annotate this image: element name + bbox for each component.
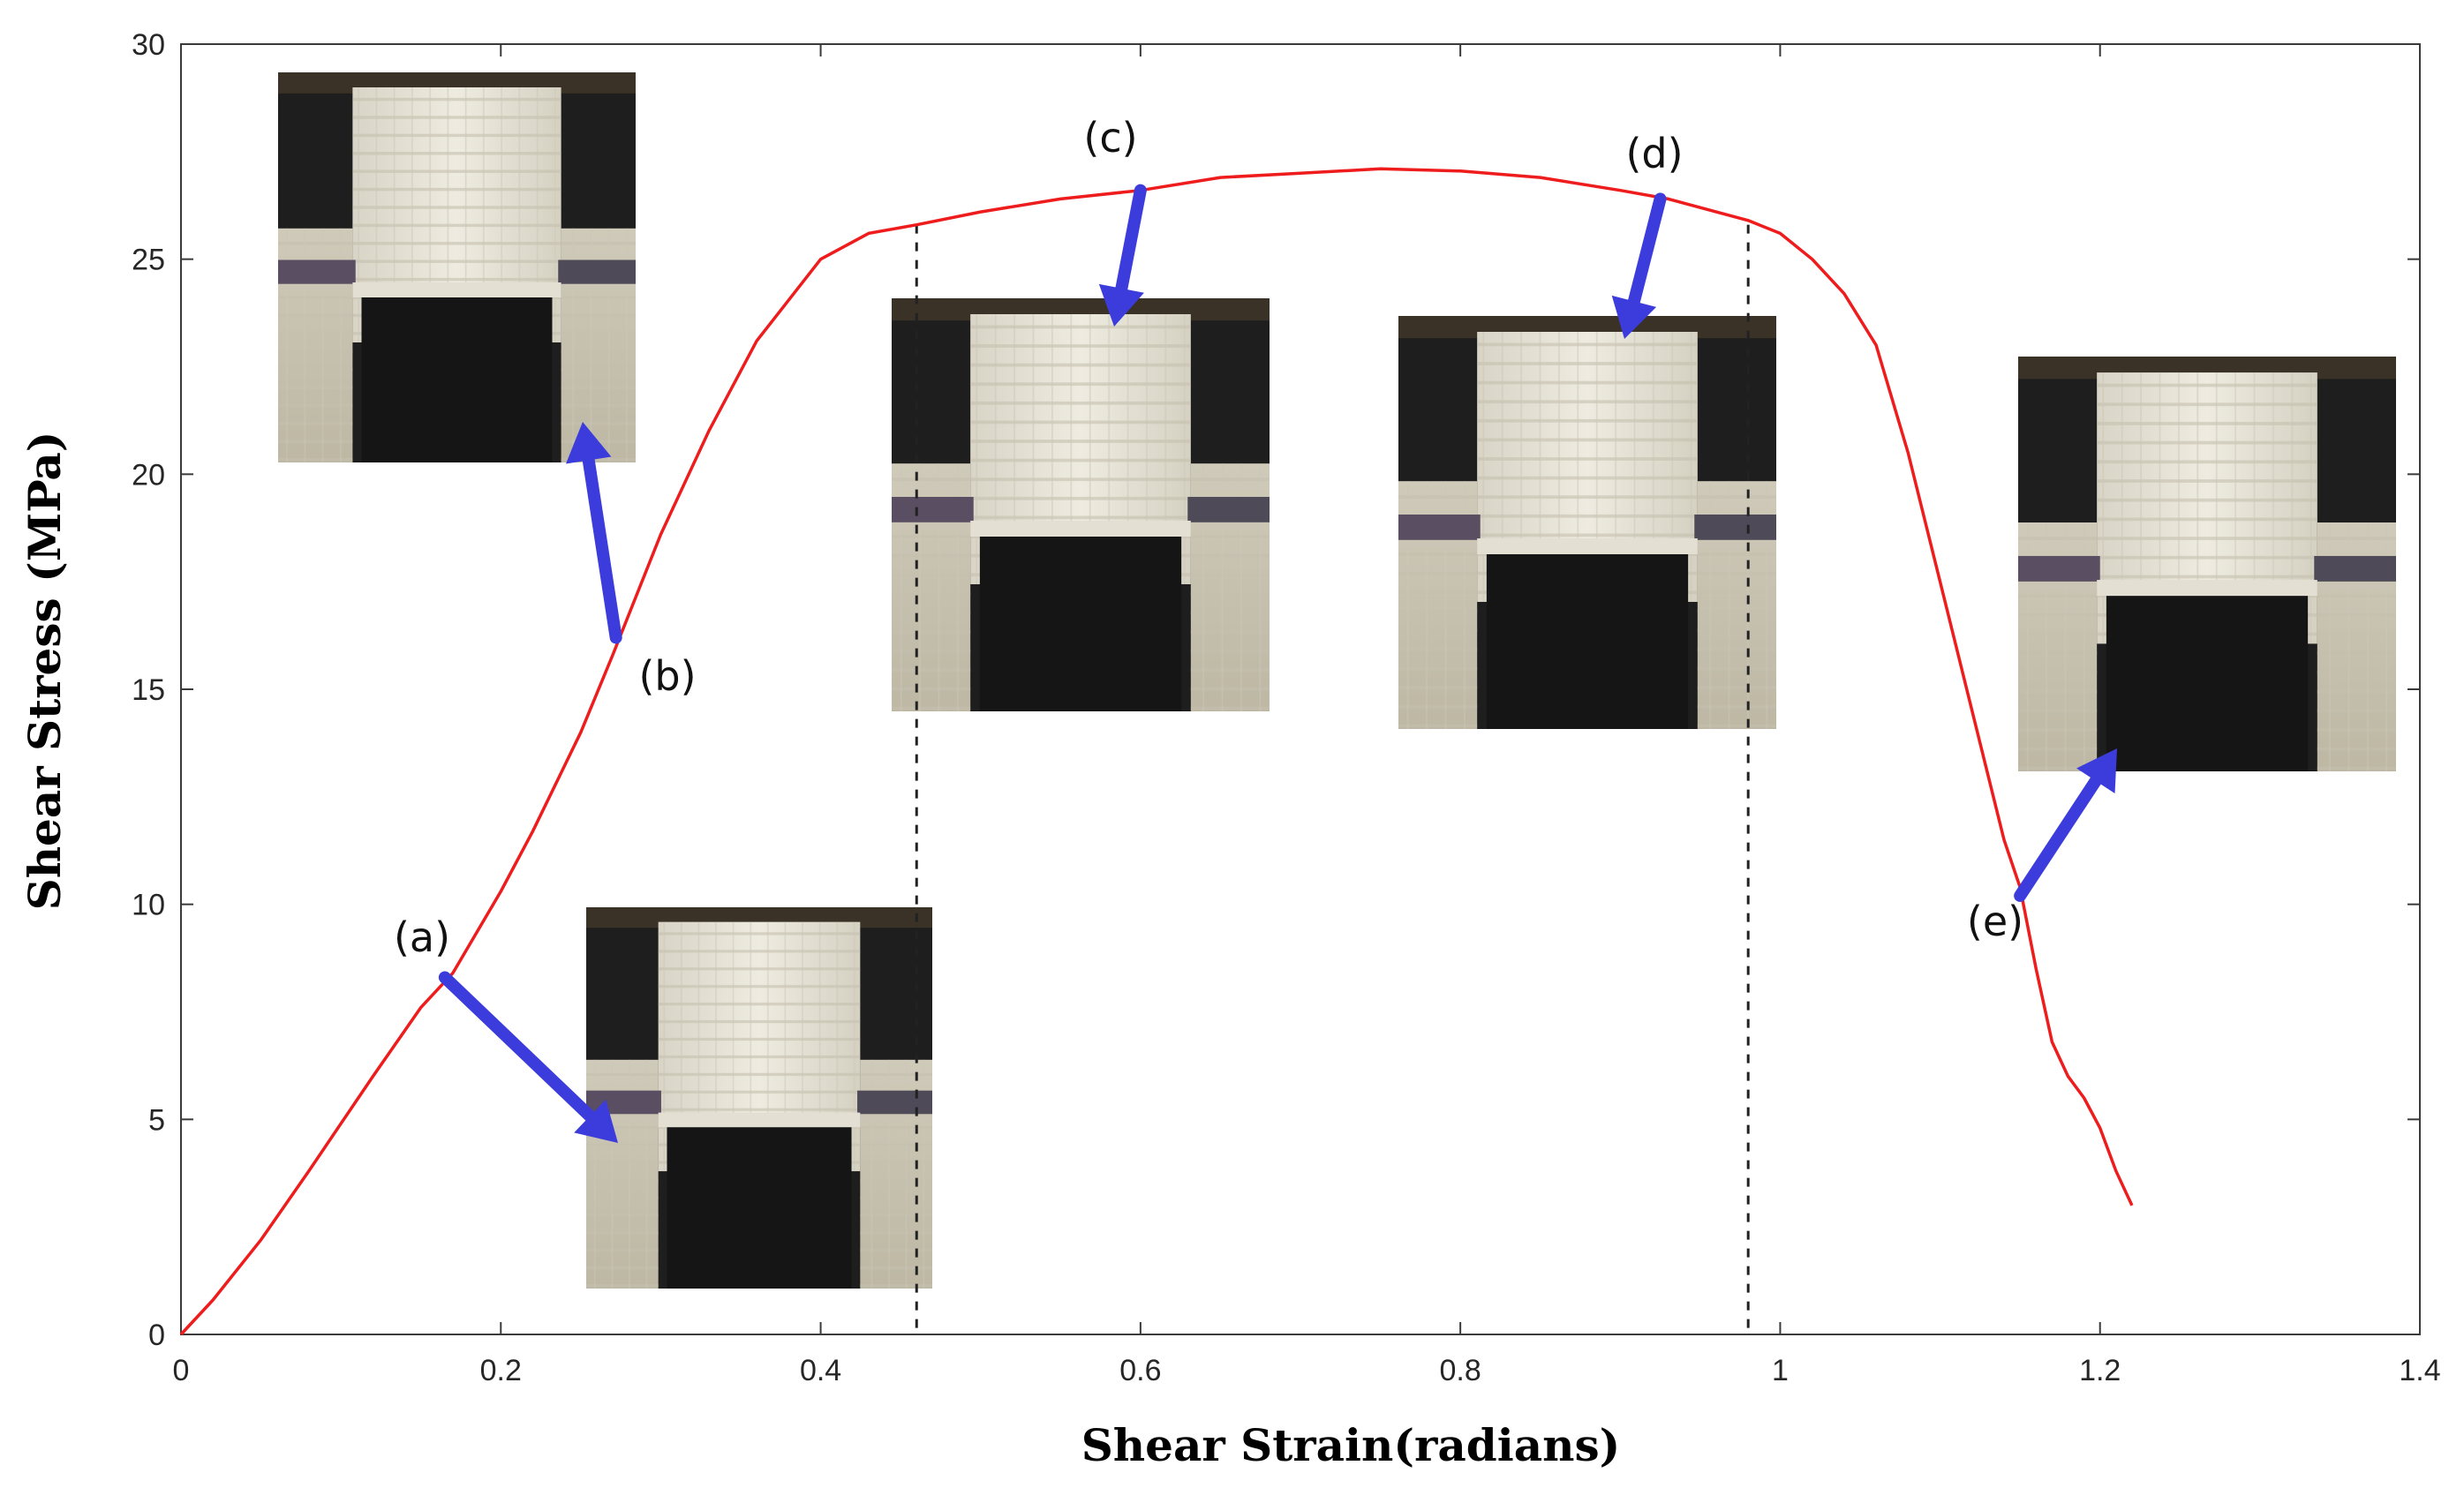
specimen-photos (278, 72, 2396, 1289)
stage-label-b: (b) (638, 652, 696, 700)
arrow-d (1611, 192, 1667, 339)
y-tick-label: 30 (132, 28, 165, 62)
y-tick-label: 0 (148, 1319, 165, 1352)
arrow-e (2014, 748, 2117, 902)
x-tick-label: 1 (1772, 1354, 1789, 1387)
x-tick-label: 0.8 (1440, 1354, 1481, 1387)
photo-c (892, 298, 1270, 711)
annotation-arrows (438, 184, 2117, 1143)
stage-label-a: (a) (394, 913, 450, 961)
arrow-a (438, 971, 618, 1143)
x-tick-label: 0.4 (800, 1354, 841, 1387)
y-tick-label: 15 (132, 673, 165, 707)
x-tick-label: 1.2 (2079, 1354, 2121, 1387)
x-tick-label: 0 (173, 1354, 190, 1387)
arrow-c (1098, 184, 1147, 327)
photo-b (278, 72, 636, 462)
y-tick-label: 5 (148, 1103, 165, 1137)
stress-strain-curve (179, 167, 2134, 1336)
y-tick-label: 20 (132, 458, 165, 492)
y-tick-label: 10 (132, 889, 165, 922)
photo-d (1398, 316, 1776, 729)
y-tick-label: 25 (132, 244, 165, 277)
x-axis-title: Shear Strain(radians) (1081, 1419, 1621, 1471)
stage-label-e: (e) (1967, 898, 2023, 945)
y-axis-title: Shear Stress (MPa) (19, 432, 71, 911)
annotation-labels: (a) (b) (c) (d) (e) (394, 114, 2023, 961)
axis-ticks: 0 0.2 0.4 0.6 0.8 1 1.2 1.4 0 5 10 15 20 25 30 (132, 28, 2440, 1387)
x-tick-label: 0.2 (480, 1354, 522, 1387)
x-tick-label: 1.4 (2399, 1354, 2440, 1387)
photo-e (2018, 357, 2396, 771)
photo-a (586, 907, 932, 1289)
arrow-b (566, 422, 622, 644)
reference-lines (915, 224, 1750, 1334)
stage-label-d: (d) (1625, 130, 1683, 177)
stage-label-c: (c) (1083, 114, 1137, 162)
x-tick-label: 0.6 (1119, 1354, 1161, 1387)
